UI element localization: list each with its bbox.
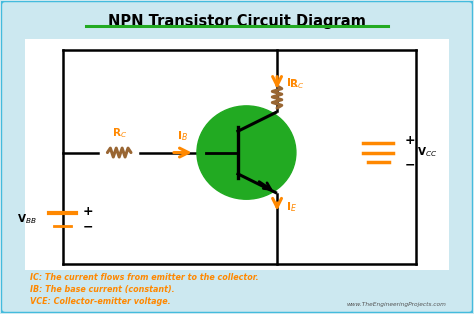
Text: +: +	[82, 205, 93, 218]
Text: I$_B$: I$_B$	[177, 129, 188, 143]
Text: VCE: Collector-emitter voltage.: VCE: Collector-emitter voltage.	[30, 297, 170, 306]
Text: V$_{CC}$: V$_{CC}$	[417, 146, 437, 160]
Text: +: +	[404, 133, 415, 147]
Text: www.TheEngineeringProjects.com: www.TheEngineeringProjects.com	[347, 302, 447, 307]
Text: IB: The base current (constant).: IB: The base current (constant).	[30, 285, 174, 294]
Text: V$_{BB}$: V$_{BB}$	[17, 212, 36, 226]
Text: NPN Transistor Circuit Diagram: NPN Transistor Circuit Diagram	[108, 14, 366, 29]
Text: −: −	[82, 221, 93, 234]
Text: R$_C$: R$_C$	[289, 77, 304, 90]
Text: IC: The current flows from emitter to the collector.: IC: The current flows from emitter to th…	[30, 273, 258, 283]
Text: R$_C$: R$_C$	[112, 126, 127, 140]
Text: I$_E$: I$_E$	[286, 200, 298, 214]
Circle shape	[197, 106, 296, 199]
FancyBboxPatch shape	[25, 39, 449, 270]
Text: I$_C$: I$_C$	[286, 76, 298, 90]
Text: −: −	[404, 159, 415, 171]
